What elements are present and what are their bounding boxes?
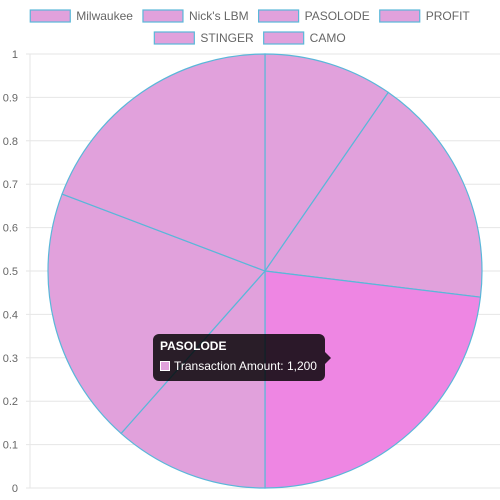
legend: Milwaukee Nick's LBM PASOLODE PROFIT STINGER… bbox=[29, 9, 471, 45]
pie-slice-pasolode[interactable] bbox=[264, 270, 482, 489]
legend-swatch-profit[interactable] bbox=[379, 9, 421, 23]
tooltip-caret bbox=[325, 352, 331, 364]
legend-label-milwaukee[interactable]: Milwaukee bbox=[76, 9, 133, 23]
y-tick-label: 0.5 bbox=[3, 266, 18, 278]
tooltip: PASOLODE Transaction Amount: 1,200 bbox=[153, 334, 331, 381]
legend-swatch-milwaukee[interactable] bbox=[29, 9, 71, 23]
tooltip-separator: : bbox=[280, 359, 287, 373]
y-tick-label: 0 bbox=[12, 483, 18, 495]
pie-slice-stinger[interactable] bbox=[47, 193, 267, 435]
tooltip-series-label: Transaction Amount bbox=[174, 359, 281, 373]
pie-slices bbox=[47, 53, 483, 489]
y-tick-label: 1 bbox=[12, 49, 18, 61]
y-tick-label: 0.6 bbox=[3, 223, 18, 235]
y-tick-label: 0.8 bbox=[3, 136, 18, 148]
legend-swatch-nick-s-lbm[interactable] bbox=[142, 9, 184, 23]
legend-swatch-camo[interactable] bbox=[263, 31, 305, 45]
pie-slice-nick-s-lbm[interactable] bbox=[263, 91, 483, 298]
legend-label-nick-s-lbm[interactable]: Nick's LBM bbox=[189, 9, 249, 23]
tooltip-value: 1,200 bbox=[286, 359, 317, 373]
y-tick-label: 0.4 bbox=[3, 309, 18, 321]
y-tick-label: 0.3 bbox=[3, 353, 18, 365]
y-tick-label: 0.2 bbox=[3, 396, 18, 408]
legend-label-camo[interactable]: CAMO bbox=[310, 31, 346, 45]
pie-slice-milwaukee[interactable] bbox=[264, 53, 390, 273]
legend-label-stinger[interactable]: STINGER bbox=[200, 31, 254, 45]
tooltip-title: PASOLODE bbox=[160, 339, 227, 353]
y-tick-label: 0.1 bbox=[3, 440, 18, 452]
legend-swatch-pasolode[interactable] bbox=[258, 9, 300, 23]
y-axis: 0 0.1 0.2 0.3 0.4 0.5 0.6 0.7 0.8 0.9 1 bbox=[3, 49, 18, 495]
y-tick-label: 0.9 bbox=[3, 92, 18, 104]
legend-label-profit[interactable]: PROFIT bbox=[426, 9, 471, 23]
legend-label-pasolode[interactable]: PASOLODE bbox=[305, 9, 370, 23]
tooltip-row: Transaction Amount: 1,200 bbox=[160, 359, 318, 373]
pie-slice-camo[interactable] bbox=[61, 53, 266, 272]
legend-swatch-stinger[interactable] bbox=[153, 31, 195, 45]
y-tick-label: 0.7 bbox=[3, 179, 18, 191]
tooltip-color-swatch bbox=[160, 361, 170, 371]
